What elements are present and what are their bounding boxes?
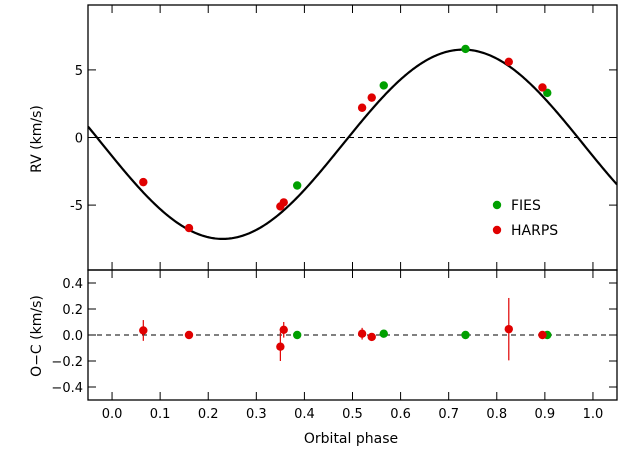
rv-fies-point-1 bbox=[379, 81, 388, 90]
residuals-harps-point-0 bbox=[139, 326, 148, 335]
rv-harps-point-0 bbox=[139, 177, 148, 187]
rv-model-curve bbox=[88, 48, 617, 241]
residuals-ytick-label-2: 0.0 bbox=[62, 329, 83, 344]
xtick-label-8: 0.8 bbox=[486, 407, 507, 422]
xtick-label-2: 0.2 bbox=[198, 407, 219, 422]
residuals-ytick-label-3: 0.2 bbox=[62, 303, 83, 318]
rv-ytick-label-0: -5 bbox=[70, 199, 83, 214]
axis-layer: -5 0 5 −0.4 −0.2 0.0 0.2 0.4 0.0 0.1 0.2 0.3 0.4 0.5 0… bbox=[51, 4, 618, 422]
residuals-ytick-label-0: −0.4 bbox=[51, 381, 83, 396]
x-axis-title: Orbital phase bbox=[304, 431, 398, 447]
rv-ytick-label-2: 5 bbox=[75, 64, 83, 79]
rv-y-axis-title: RV (km/s) bbox=[29, 105, 45, 173]
rv-harps-point-1 bbox=[184, 223, 194, 233]
residuals-ytick-label-4: 0.4 bbox=[62, 277, 83, 292]
legend-label-harps: HARPS bbox=[511, 223, 558, 239]
rv-fies-point-3 bbox=[543, 88, 552, 98]
legend-marker-harps bbox=[492, 225, 502, 235]
rv-ytick-label-1: 0 bbox=[75, 132, 83, 147]
residuals-panel-frame bbox=[87, 269, 618, 401]
xtick-label-3: 0.3 bbox=[246, 407, 267, 422]
rv-harps-point-3 bbox=[279, 198, 288, 207]
xtick-label-7: 0.7 bbox=[438, 407, 459, 422]
plot-layer bbox=[88, 44, 617, 361]
residuals-harps-point-5 bbox=[367, 332, 376, 342]
rv-harps-point-5 bbox=[367, 93, 376, 102]
xtick-label-0: 0.0 bbox=[102, 407, 123, 422]
xtick-label-6: 0.6 bbox=[390, 407, 411, 422]
residuals-fies-point-1 bbox=[379, 329, 388, 338]
rv-fies-point-0 bbox=[292, 181, 302, 190]
rv-harps-point-7 bbox=[538, 83, 547, 92]
legend-label-fies: FIES bbox=[511, 198, 541, 214]
xtick-label-10: 1.0 bbox=[583, 407, 604, 422]
residuals-harps-point-1 bbox=[184, 330, 194, 340]
rv-harps-point-6 bbox=[504, 57, 513, 66]
residuals-harps-point-2 bbox=[276, 342, 285, 351]
rv-fies-point-2 bbox=[461, 44, 470, 54]
residuals-fies-point-0 bbox=[292, 330, 302, 340]
legend: FIES HARPS bbox=[492, 198, 558, 239]
residuals-harps-point-6 bbox=[504, 324, 513, 334]
xtick-label-4: 0.4 bbox=[294, 407, 315, 422]
residuals-harps-point-4 bbox=[357, 329, 367, 338]
residuals-harps-point-3 bbox=[279, 325, 288, 334]
xtick-label-9: 0.9 bbox=[535, 407, 556, 422]
legend-marker-fies bbox=[492, 200, 502, 210]
residuals-fies-point-2 bbox=[461, 330, 470, 340]
xtick-label-1: 0.1 bbox=[150, 407, 171, 422]
xtick-label-5: 0.5 bbox=[342, 407, 363, 422]
residual-y-axis-title: O−C (km/s) bbox=[29, 295, 45, 377]
residuals-ytick-label-1: −0.2 bbox=[51, 355, 83, 370]
rv-harps-point-4 bbox=[357, 103, 367, 112]
residuals-harps-point-7 bbox=[538, 330, 547, 340]
